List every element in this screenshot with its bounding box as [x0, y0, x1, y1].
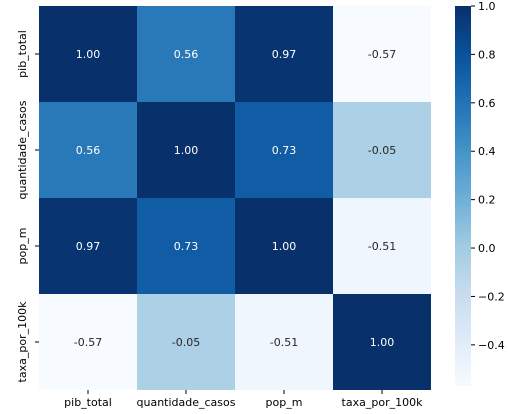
heatmap-cell: [137, 198, 235, 294]
colorbar: [455, 6, 471, 386]
heatmap-cell: [333, 198, 431, 294]
cell-value-label: 1.00: [370, 336, 395, 349]
y-tick-label: pop_m: [16, 228, 29, 265]
heatmap-cell: [137, 102, 235, 198]
cell-value-label: 1.00: [174, 144, 199, 157]
cell-value-label: -0.51: [270, 336, 298, 349]
colorbar-tick-label: 0.0: [478, 242, 496, 255]
cell-value-label: -0.57: [368, 48, 396, 61]
heatmap-cell: [333, 6, 431, 102]
heatmap-cell: [235, 294, 333, 390]
cell-value-label: 1.00: [76, 48, 101, 61]
cell-value-label: -0.51: [368, 240, 396, 253]
heatmap-cell: [39, 6, 137, 102]
colorbar-tick-label: 0.8: [478, 48, 496, 61]
cell-value-label: -0.05: [172, 336, 200, 349]
cell-value-label: 0.56: [174, 48, 199, 61]
x-tick-label: pib_total: [64, 396, 112, 409]
cell-value-label: 1.00: [272, 240, 297, 253]
cell-value-label: 0.73: [174, 240, 199, 253]
heatmap-cell: [39, 294, 137, 390]
heatmap-cell: [137, 294, 235, 390]
x-tick-label: pop_m: [266, 396, 303, 409]
cell-value-label: -0.57: [74, 336, 102, 349]
colorbar-tick-label: −0.4: [478, 339, 505, 352]
cell-value-label: 0.73: [272, 144, 297, 157]
y-tick-label: quantidade_casos: [16, 100, 29, 199]
y-tick-label: taxa_por_100k: [16, 301, 29, 383]
colorbar-tick-label: −0.2: [478, 290, 505, 303]
colorbar-tick-label: 1.0: [478, 0, 496, 13]
x-axis: pib_total quantidade_casos pop_m taxa_por_1…: [64, 390, 423, 409]
heatmap-cell: [333, 294, 431, 390]
colorbar-tick-label: 0.4: [478, 145, 496, 158]
x-tick-label: quantidade_casos: [137, 396, 236, 409]
colorbar-ticks: 1.0 0.8 0.6 0.4 0.2 0.0 −0.2 −0.4: [471, 0, 505, 352]
cell-value-label: 0.97: [76, 240, 101, 253]
heatmap-cell: [39, 102, 137, 198]
heatmap-cell: [137, 6, 235, 102]
cell-value-label: -0.05: [368, 144, 396, 157]
colorbar-gradient: [455, 6, 471, 386]
heatmap-cell-labels: 1.00 0.56 0.97 -0.57 0.56 1.00 0.73 -0.05 0.97 0.…: [74, 48, 396, 349]
heatmap-cells: [39, 6, 431, 390]
colorbar-tick-label: 0.6: [478, 97, 496, 110]
x-tick-label: taxa_por_100k: [342, 396, 424, 409]
heatmap-cell: [333, 102, 431, 198]
heatmap-cell: [235, 198, 333, 294]
y-tick-label: pib_total: [16, 30, 29, 78]
y-axis: pib_total quantidade_casos pop_m taxa_por_1…: [16, 30, 39, 382]
heatmap-cell: [39, 198, 137, 294]
colorbar-tick-label: 0.2: [478, 194, 496, 207]
cell-value-label: 0.56: [76, 144, 101, 157]
heatmap-cell: [235, 102, 333, 198]
heatmap-cell: [235, 6, 333, 102]
cell-value-label: 0.97: [272, 48, 297, 61]
